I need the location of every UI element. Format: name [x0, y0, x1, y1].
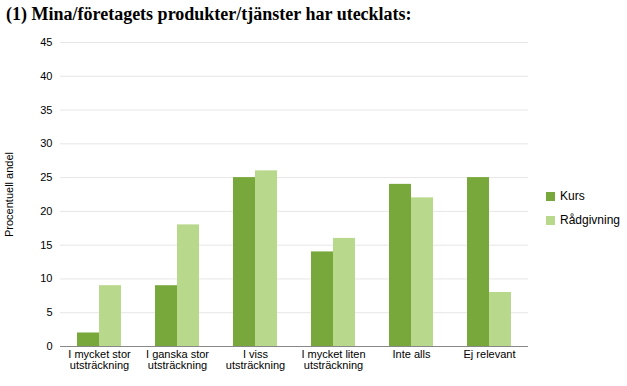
svg-text:20: 20 [40, 205, 52, 217]
svg-text:35: 35 [40, 104, 52, 116]
svg-text:Procentuell andel: Procentuell andel [3, 152, 15, 237]
html-text:(1) Mina/företagets produkter/: (1) Mina/företagets produkter/tjänster h… [6, 4, 412, 24]
svg-text:10: 10 [40, 272, 52, 284]
svg-text:15: 15 [40, 239, 52, 251]
svg-text:Ej relevant: Ej relevant [464, 348, 516, 360]
svg-text:40: 40 [40, 70, 52, 82]
html-text:Kurs: Kurs [560, 189, 585, 203]
svg-text:I ganska storutsträckning: I ganska storutsträckning [146, 348, 209, 371]
svg-text:I mycket storutsträckning: I mycket storutsträckning [68, 348, 131, 371]
svg-text:I mycket litenutsträckning: I mycket litenutsträckning [301, 348, 365, 371]
svg-text:25: 25 [40, 171, 52, 183]
svg-text:0: 0 [46, 340, 52, 352]
html-text:Rådgivning: Rådgivning [560, 213, 620, 227]
svg-text:Inte alls: Inte alls [393, 348, 431, 360]
svg-text:30: 30 [40, 137, 52, 149]
svg-text:I vissutsträckning: I vissutsträckning [226, 348, 285, 371]
svg-text:45: 45 [40, 36, 52, 48]
svg-text:5: 5 [46, 306, 52, 318]
